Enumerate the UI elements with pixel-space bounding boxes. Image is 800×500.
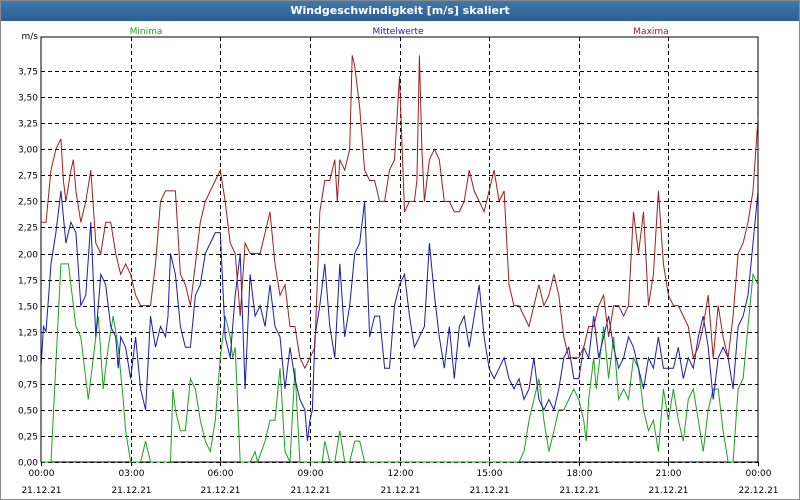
y-tick-label: 2,75 — [18, 172, 38, 182]
y-tick-label: 0,00 — [18, 459, 38, 469]
y-tick-label: 0,75 — [18, 381, 38, 391]
y-tick-label: 0,25 — [18, 433, 38, 443]
plot-border — [40, 36, 759, 463]
x-tick-date: 22.12.21 — [738, 486, 778, 496]
legend-minima: Minima — [130, 27, 163, 37]
y-tick-label: 1,25 — [18, 329, 38, 339]
y-tick-label: 0,50 — [18, 407, 38, 417]
y-tick-label: 1,75 — [18, 277, 38, 287]
y-tick-label: 2,25 — [18, 224, 38, 234]
wind-speed-chart: 0,00 0,25 0,50 0,75 1,00 1,25 1,50 1,75 2,00 2,25… — [18, 27, 779, 496]
legend-mittelwerte: Mittelwerte — [372, 27, 423, 37]
x-tick-time: 15:00 — [477, 469, 503, 479]
x-tick-time: 09:00 — [298, 469, 324, 479]
y-tick-label: 1,00 — [18, 355, 38, 365]
axes: 0,00 0,25 0,50 0,75 1,00 1,25 1,50 1,75 2,00 2,25… — [18, 32, 779, 496]
y-tick-label: 2,00 — [18, 251, 38, 261]
x-tick-time: 21:00 — [656, 469, 682, 479]
legend: Minima Mittelwerte Maxima — [130, 27, 669, 37]
x-tick-time: 03:00 — [119, 469, 145, 479]
x-tick-date: 21.12.21 — [469, 486, 509, 496]
x-tick-time: 06:00 — [208, 469, 234, 479]
x-tick-date: 21.12.21 — [380, 486, 420, 496]
series-line-mittelwerte — [41, 190, 758, 442]
x-tick-date: 21.12.21 — [111, 486, 151, 496]
y-tick-label: 2,50 — [18, 198, 38, 208]
legend-maxima: Maxima — [633, 27, 668, 37]
x-tick-date: 21.12.21 — [21, 486, 61, 496]
y-tick-label: 3,00 — [18, 146, 38, 156]
window-title: Windgeschwindigkeit [m/s] skaliert — [1, 1, 799, 21]
x-tick-date: 21.12.21 — [200, 486, 240, 496]
x-tick-time: 00:00 — [29, 469, 55, 479]
series-line-minima — [41, 263, 758, 464]
y-tick-label: 3,50 — [18, 94, 38, 104]
y-tick-label: 3,25 — [18, 120, 38, 130]
y-tick-label: 1,50 — [18, 303, 38, 313]
grid — [40, 36, 759, 463]
series-line-maxima — [41, 55, 758, 370]
x-tick-time: 00:00 — [746, 469, 772, 479]
y-axis-label: m/s — [22, 32, 39, 42]
y-tick-label: 3,75 — [18, 68, 38, 78]
x-tick-date: 21.12.21 — [648, 486, 688, 496]
series-lines — [41, 55, 758, 464]
x-tick-time: 12:00 — [388, 469, 414, 479]
x-tick-date: 21.12.21 — [559, 486, 599, 496]
x-tick-time: 18:00 — [567, 469, 593, 479]
x-tick-date: 21.12.21 — [290, 486, 330, 496]
